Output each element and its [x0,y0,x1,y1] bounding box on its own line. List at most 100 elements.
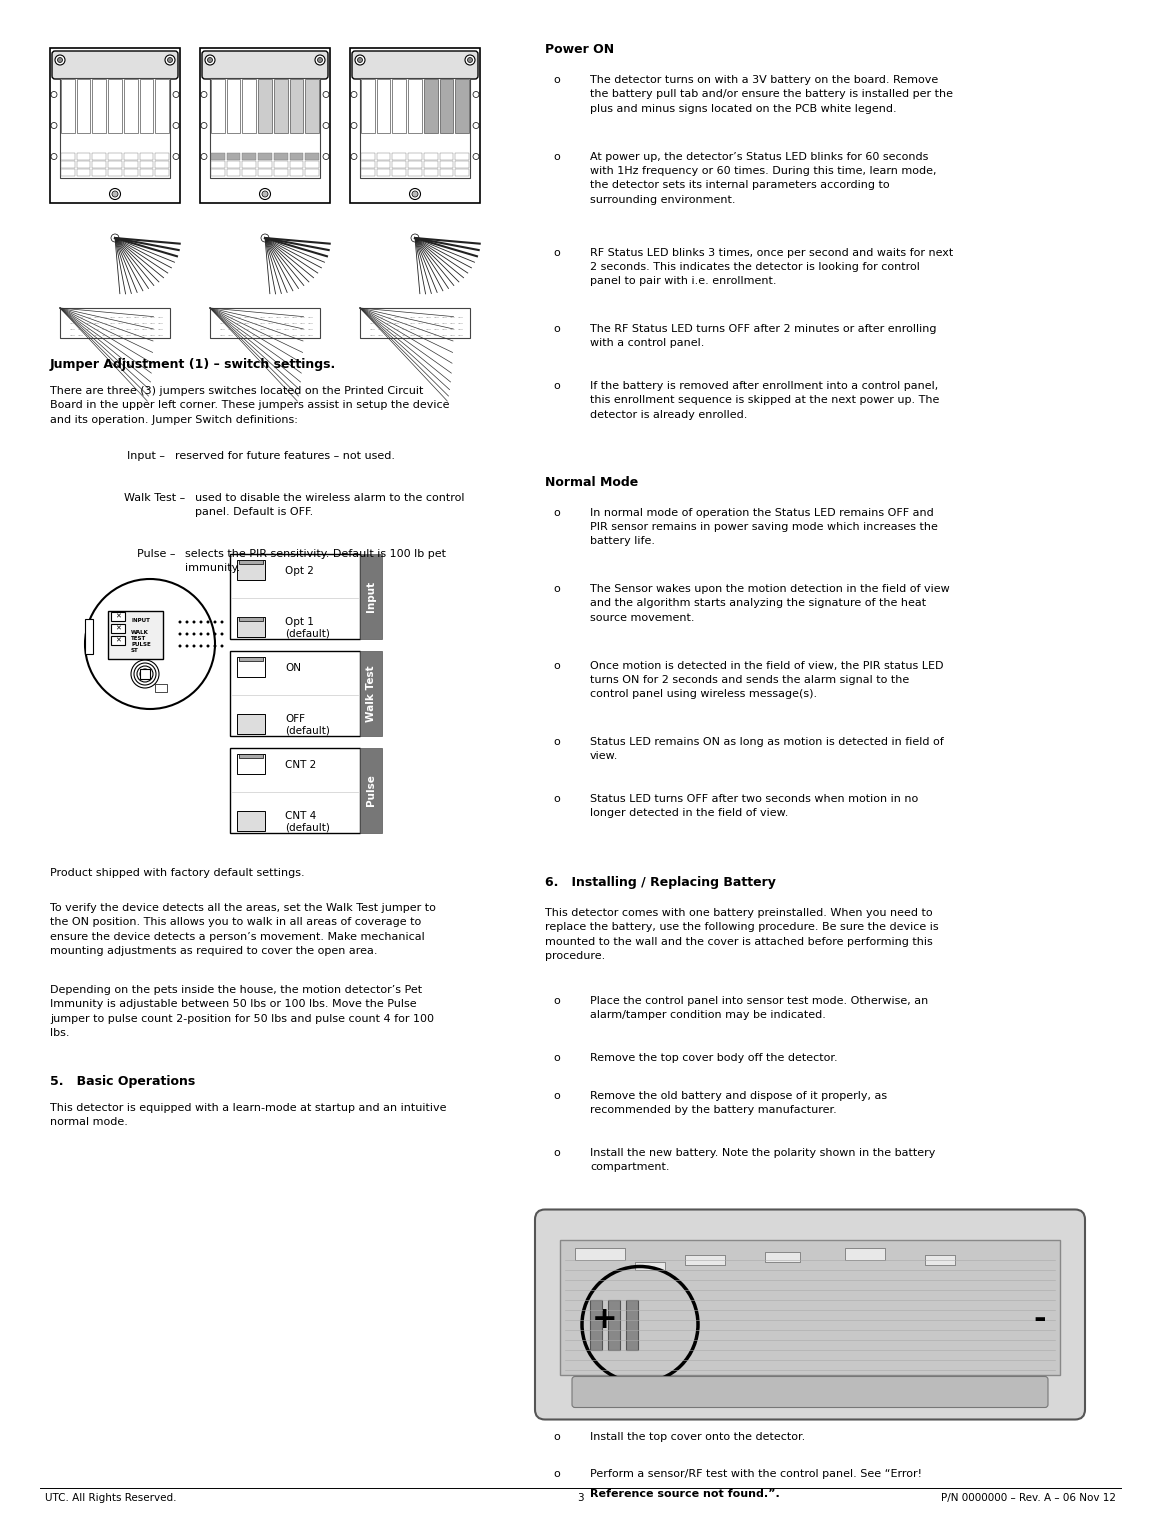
Bar [289,169,303,176]
Bar [77,153,91,159]
Bar [376,153,390,159]
Bar [77,80,91,133]
Circle shape [355,55,365,64]
Bar [440,169,453,176]
Bar [211,169,225,176]
Text: Reference source not found.”.: Reference source not found.”. [590,1489,780,1498]
Bar [274,161,288,169]
Circle shape [179,644,181,647]
FancyBboxPatch shape [50,48,180,202]
Text: Remove the top cover body off the detector.: Remove the top cover body off the detect… [590,1053,837,1062]
Bar [139,161,153,169]
Bar [226,161,240,169]
Bar [124,161,137,169]
Text: Install the new battery. Note the polarity shown in the battery
compartment.: Install the new battery. Note the polari… [590,1148,936,1171]
Bar [60,308,170,337]
Bar [156,153,170,159]
Circle shape [111,192,118,198]
Text: OFF
(default): OFF (default) [284,714,330,736]
Bar [62,80,74,133]
Bar [424,169,438,176]
Circle shape [205,55,215,64]
Circle shape [58,58,63,63]
Circle shape [193,621,195,624]
FancyBboxPatch shape [572,1377,1048,1407]
Circle shape [315,55,325,64]
Circle shape [260,189,271,199]
Bar [360,308,470,337]
FancyBboxPatch shape [52,51,178,80]
Bar [237,811,265,831]
Circle shape [323,153,329,159]
Text: o: o [553,1469,560,1479]
Text: Opt 1
(default): Opt 1 (default) [284,618,330,639]
Bar [211,80,225,133]
Bar [237,714,265,734]
Bar [108,169,122,176]
Text: o: o [553,737,560,747]
Text: selects the PIR sensitivity. Default is 100 lb pet
immunity.: selects the PIR sensitivity. Default is … [185,549,446,573]
Text: o: o [553,382,560,391]
Bar [440,80,453,133]
Text: Remove the old battery and dispose of it properly, as
recommended by the battery: Remove the old battery and dispose of it… [590,1090,887,1114]
Bar [455,161,469,169]
Text: used to disable the wireless alarm to the control
panel. Default is OFF.: used to disable the wireless alarm to th… [195,494,464,518]
Text: o: o [553,1053,560,1062]
Text: Product shipped with factory default settings.: Product shipped with factory default set… [50,868,304,878]
Text: o: o [553,75,560,84]
Bar [360,748,382,832]
Bar [424,161,438,169]
Text: This detector comes with one battery preinstalled. When you need to
replace the : This detector comes with one battery pre… [545,908,938,961]
Text: Install the top cover onto the detector.: Install the top cover onto the detector. [590,1432,806,1441]
Circle shape [317,58,323,63]
Bar [392,80,406,133]
Bar [243,153,257,159]
Bar [765,1251,800,1262]
Text: Place the control panel into sensor test mode. Otherwise, an
alarm/tamper condit: Place the control panel into sensor test… [590,996,929,1021]
Bar [156,161,170,169]
Circle shape [179,621,181,624]
Circle shape [221,644,224,647]
Circle shape [55,55,65,64]
Text: UTC. All Rights Reserved.: UTC. All Rights Reserved. [45,1493,176,1502]
Text: P/N 0000000 – Rev. A – 06 Nov 12: P/N 0000000 – Rev. A – 06 Nov 12 [942,1493,1116,1502]
Circle shape [186,621,188,624]
Circle shape [200,644,202,647]
Text: Pulse: Pulse [366,774,376,806]
Bar [237,560,265,579]
Text: reserved for future features – not used.: reserved for future features – not used. [175,451,395,461]
Bar [608,1300,620,1349]
Bar [60,78,170,178]
Bar [226,169,240,176]
Text: Status LED turns OFF after two seconds when motion in no
longer detected in the : Status LED turns OFF after two seconds w… [590,794,918,819]
Circle shape [411,235,419,242]
FancyBboxPatch shape [352,51,478,80]
Bar [289,161,303,169]
Text: This detector is equipped with a learn-mode at startup and an intuitive
normal m: This detector is equipped with a learn-m… [50,1104,447,1127]
Bar [139,169,153,176]
Circle shape [200,621,202,624]
Circle shape [201,123,207,129]
Text: 6.   Installing / Replacing Battery: 6. Installing / Replacing Battery [545,875,776,889]
Bar [124,153,137,159]
Text: o: o [553,1090,560,1101]
Circle shape [173,123,179,129]
Bar [392,161,406,169]
Bar [230,553,360,639]
Bar [635,1262,665,1269]
Bar [289,80,303,133]
Text: -: - [1033,1305,1046,1334]
Bar [62,169,74,176]
Bar [139,80,153,133]
Bar [108,161,122,169]
Text: +: + [592,1305,618,1334]
Bar [210,308,320,337]
Bar [409,169,421,176]
Circle shape [179,633,181,636]
Text: Opt 2: Opt 2 [284,566,313,576]
Circle shape [111,235,118,242]
Bar [289,153,303,159]
Text: 5.   Basic Operations: 5. Basic Operations [50,1075,195,1088]
Text: o: o [553,661,560,670]
Bar [376,161,390,169]
